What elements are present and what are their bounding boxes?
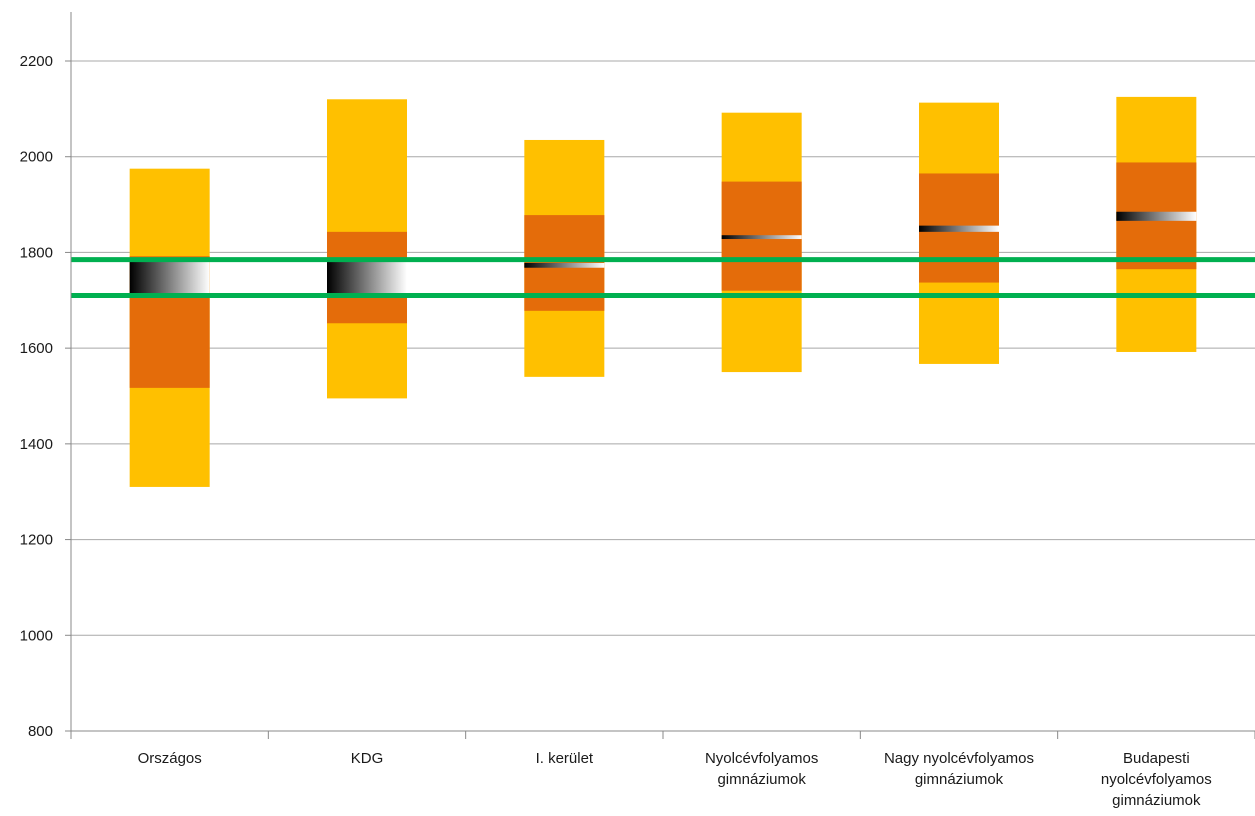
axis-labels: 800 1000 1200 1400 1600 1800 2000 2200 Országos K… bbox=[20, 53, 1212, 809]
mean-band bbox=[1116, 211, 1197, 221]
x-tick-label: Budapesti nyolcévfolyamos gimnáziumok bbox=[1101, 750, 1212, 809]
x-tick-label: Országos bbox=[138, 750, 202, 767]
mean-band bbox=[327, 262, 407, 296]
y-tick-label: 1000 bbox=[20, 627, 53, 644]
x-tick-label-line: gimnáziumok bbox=[717, 771, 806, 788]
x-tick-label-line: Budapesti bbox=[1123, 750, 1190, 767]
x-tick-label-line: Nagy nyolcévfolyamos bbox=[884, 750, 1034, 767]
y-tick-label: 2200 bbox=[20, 53, 53, 70]
x-tick-label-line: gimnáziumok bbox=[915, 771, 1004, 788]
x-tick-label: Nagy nyolcévfolyamos gimnáziumok bbox=[884, 750, 1034, 788]
x-tick-label-line: nyolcévfolyamos bbox=[1101, 771, 1212, 788]
x-tick-label-line: KDG bbox=[351, 750, 384, 767]
x-tick-label-line: I. kerület bbox=[536, 750, 594, 767]
range-bars bbox=[129, 96, 1197, 487]
mean-band bbox=[129, 262, 210, 294]
mean-band bbox=[919, 225, 999, 232]
x-tick-label: Nyolcévfolyamos gimnáziumok bbox=[705, 750, 818, 788]
mean-band bbox=[721, 235, 802, 240]
y-tick-label: 1200 bbox=[20, 532, 53, 549]
x-tick-label: KDG bbox=[351, 750, 384, 767]
axes bbox=[65, 12, 1255, 739]
y-tick-label: 1400 bbox=[20, 436, 53, 453]
x-tick-label-line: Országos bbox=[138, 750, 202, 767]
x-tick-label-line: Nyolcévfolyamos bbox=[705, 750, 818, 767]
y-tick-label: 1600 bbox=[20, 340, 53, 357]
gridlines bbox=[71, 60, 1255, 636]
y-tick-label: 1800 bbox=[20, 244, 53, 261]
x-tick-label: I. kerület bbox=[536, 750, 594, 767]
y-tick-label: 2000 bbox=[20, 149, 53, 166]
reference-lines bbox=[71, 257, 1255, 298]
y-tick-label: 800 bbox=[28, 723, 53, 740]
x-tick-label-line: gimnáziumok bbox=[1112, 792, 1201, 809]
mean-band bbox=[524, 262, 605, 268]
